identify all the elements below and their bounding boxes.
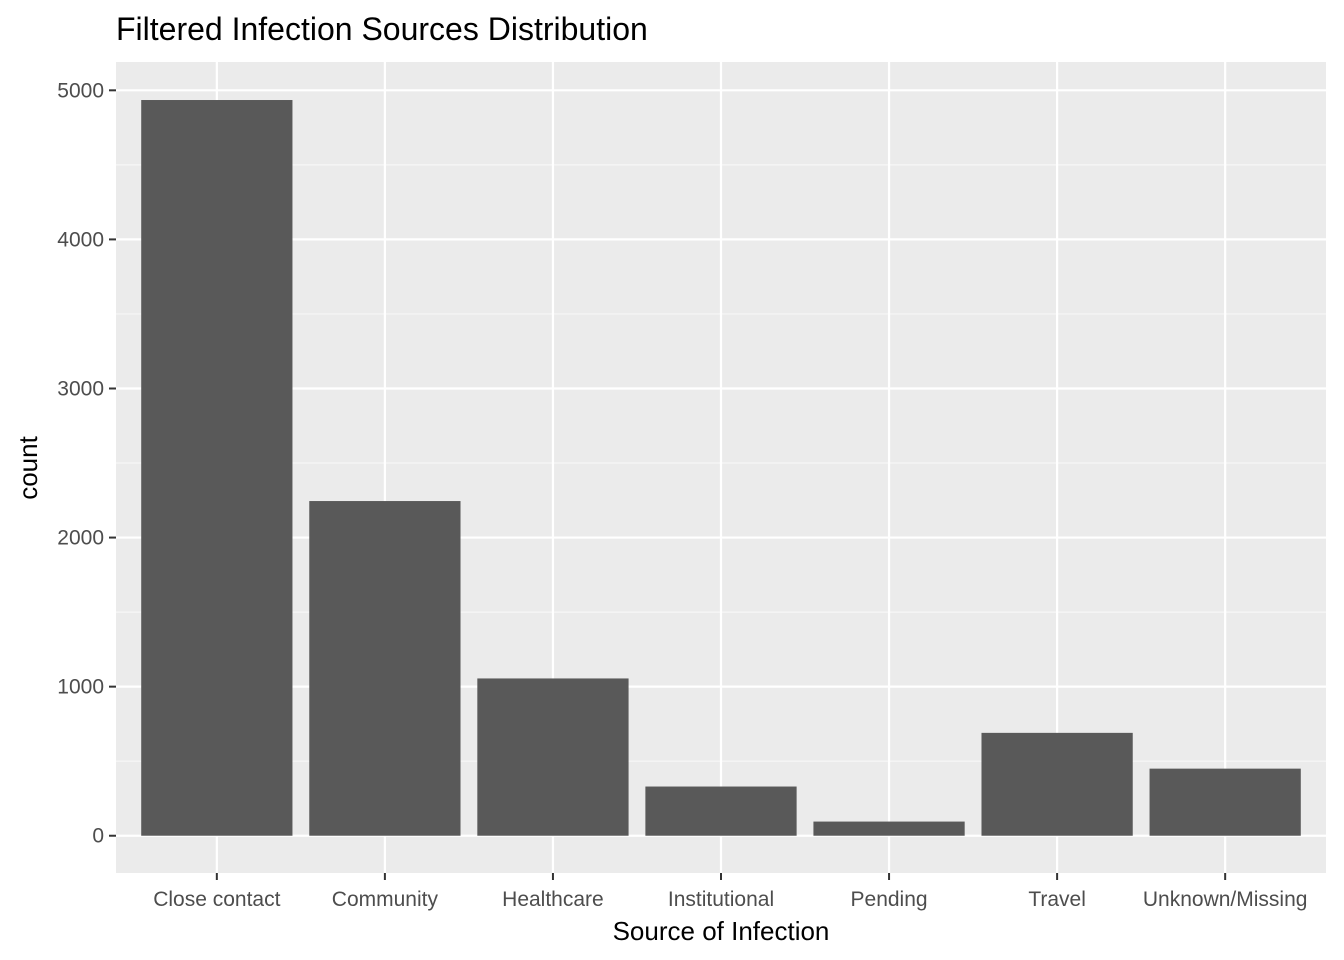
x-tick-label: Travel [1028, 888, 1086, 911]
bar-travel [981, 732, 1133, 836]
y-tick-label: 4000 [57, 228, 104, 251]
chart-title: Filtered Infection Sources Distribution [116, 11, 648, 47]
bar-institutional [645, 786, 797, 836]
bar-close-contact [141, 100, 293, 836]
plot-area: 0 1000 2000 3000 4000 5000 Close contact Commun… [57, 62, 1326, 911]
x-tick-label: Close contact [153, 888, 280, 911]
x-tick-label: Healthcare [502, 888, 604, 911]
x-tick-label: Pending [851, 888, 928, 911]
y-tick-label: 0 [92, 825, 104, 848]
y-tick-label: 5000 [57, 79, 104, 102]
y-axis-title: count [13, 435, 43, 499]
bar-community [309, 501, 461, 836]
x-tick-label: Unknown/Missing [1143, 888, 1308, 911]
y-tick-label: 1000 [57, 676, 104, 699]
x-tick-label: Community [332, 888, 439, 911]
bar-pending [813, 821, 965, 836]
x-tick-label: Institutional [668, 888, 774, 911]
bar-healthcare [477, 678, 629, 836]
y-tick-label: 3000 [57, 377, 104, 400]
x-axis-title: Source of Infection [613, 916, 830, 946]
y-tick-label: 2000 [57, 527, 104, 550]
bar-unknown-missing [1149, 768, 1301, 836]
